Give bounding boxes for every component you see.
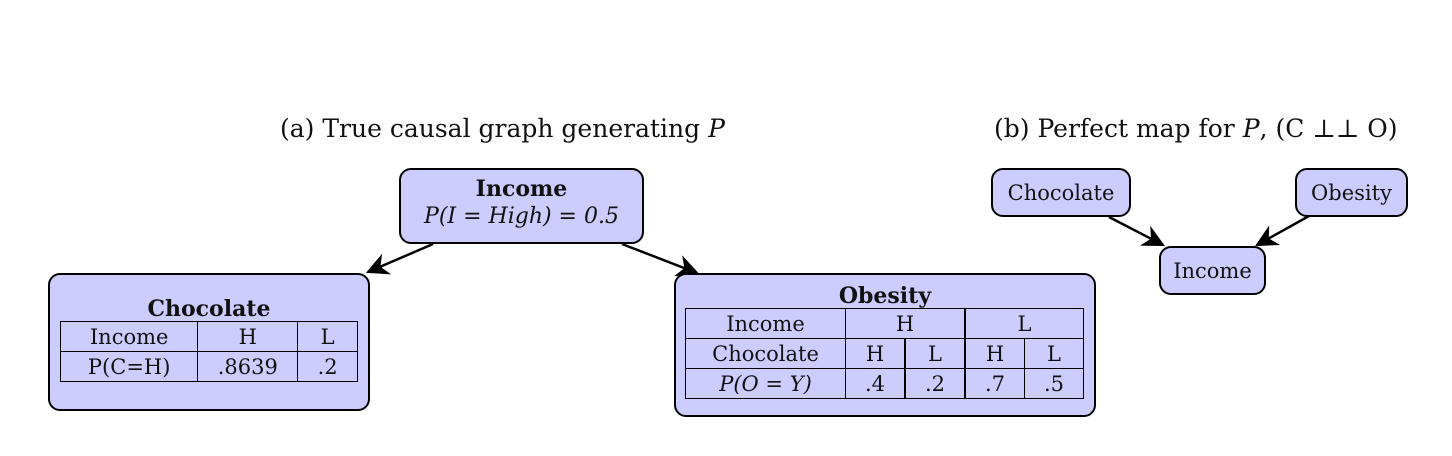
table-cell: L (964, 308, 1084, 339)
table-cell: P(O = Y) (685, 368, 846, 399)
table-cell: Income (59, 321, 199, 352)
obesity-node-title: Obesity (838, 283, 932, 309)
chocolate-cpt: Income H L P(C=H) .8639 .2 (59, 321, 358, 382)
edge-b-chocolate-income (1108, 215, 1165, 247)
table-cell: .5 (1024, 368, 1084, 399)
chocolate-node-title: Chocolate (147, 296, 271, 322)
edge-income-obesity (621, 242, 700, 277)
table-cell: H (845, 338, 906, 369)
obesity-node: Obesity Income H L Chocolate H L H L P(O… (674, 273, 1096, 417)
table-cell: H (197, 321, 299, 352)
edge-b-obesity-income (1255, 214, 1310, 247)
table-cell: L (904, 338, 966, 369)
b-chocolate-node: Chocolate (991, 168, 1131, 217)
table-cell: .7 (964, 368, 1025, 399)
b-obesity-node: Obesity (1295, 168, 1408, 217)
table-cell: .8639 (197, 351, 299, 382)
table-cell: .2 (297, 351, 358, 382)
b-obesity-label: Obesity (1311, 180, 1392, 205)
table-cell: H (845, 308, 966, 339)
table-cell: Income (685, 308, 846, 339)
table-row: Chocolate H L H L (685, 338, 1084, 369)
table-cell: L (1024, 338, 1084, 369)
edge-income-chocolate (365, 242, 434, 275)
table-cell: Chocolate (685, 338, 846, 369)
table-cell: .2 (904, 368, 966, 399)
chocolate-node: Chocolate Income H L P(C=H) .8639 .2 (48, 273, 370, 411)
table-row: P(C=H) .8639 .2 (59, 351, 358, 382)
table-row: Income H L (685, 308, 1084, 339)
caption-b-relation: , (C ⊥⊥ O) (1259, 114, 1398, 143)
b-income-node: Income (1159, 246, 1266, 295)
income-node-prob: P(I = High) = 0.5 (424, 204, 619, 229)
caption-b-var: P (1242, 114, 1260, 143)
table-cell: H (964, 338, 1025, 369)
caption-a-var: P (708, 114, 725, 143)
table-cell: .4 (845, 368, 906, 399)
caption-a-text: (a) True causal graph generating (280, 114, 709, 143)
obesity-cpt: Income H L Chocolate H L H L P(O = Y) .4… (685, 308, 1084, 399)
table-cell: L (297, 321, 358, 352)
table-row: Income H L (59, 321, 358, 352)
income-node: Income P(I = High) = 0.5 (399, 168, 644, 244)
b-income-label: Income (1173, 258, 1252, 283)
caption-a: (a) True causal graph generating P (280, 114, 725, 143)
caption-b-text: (b) Perfect map for (994, 114, 1243, 143)
table-cell: P(C=H) (59, 351, 199, 382)
caption-b: (b) Perfect map for P, (C ⊥⊥ O) (994, 114, 1398, 143)
table-row: P(O = Y) .4 .2 .7 .5 (685, 368, 1084, 399)
income-node-title: Income (475, 176, 568, 202)
b-chocolate-label: Chocolate (1007, 180, 1115, 205)
